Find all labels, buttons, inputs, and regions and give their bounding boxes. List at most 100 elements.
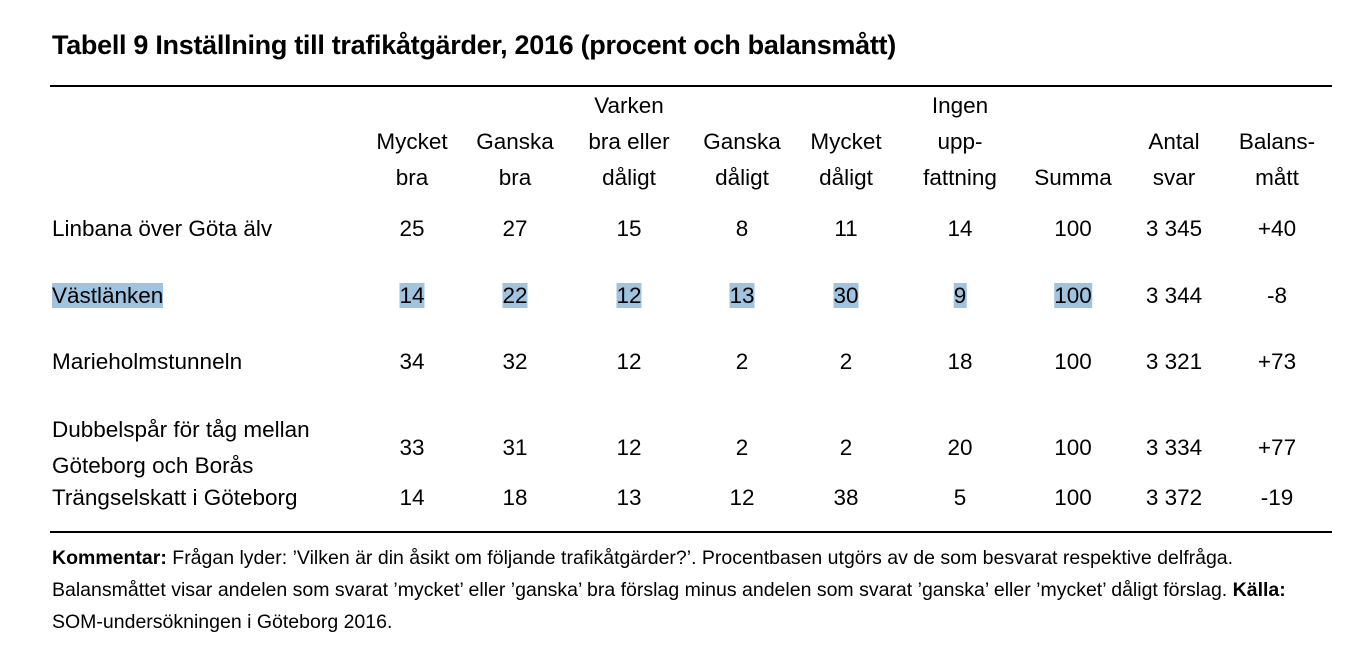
table-comment: Kommentar: Frågan lyder: ’Vilken är din …	[52, 542, 1342, 638]
row-label: Linbana över Göta älv	[52, 211, 272, 247]
cell-value: 12	[729, 485, 755, 510]
table-cell: 2	[736, 430, 749, 466]
cell-value: 3 372	[1145, 485, 1203, 510]
cell-value: 13	[616, 485, 642, 510]
table-cell: 12	[729, 480, 754, 516]
column-header: Mycket	[810, 129, 882, 154]
column-header: bra	[498, 165, 532, 190]
row-label-text: Västlänken	[52, 283, 164, 308]
cell-value: 11	[834, 216, 858, 241]
cell-value: 38	[833, 485, 859, 510]
table-cell: 27	[502, 211, 527, 247]
cell-value: 3 344	[1145, 283, 1203, 308]
cell-value: -8	[1266, 283, 1288, 308]
cell-value: 8	[735, 216, 749, 241]
cell-value: 3 321	[1145, 349, 1203, 374]
row-label-text: Göteborg och Borås	[52, 453, 254, 478]
table-cell: 9	[953, 278, 967, 314]
column-header: svar	[1152, 165, 1196, 190]
column-header: Ingen	[931, 93, 989, 118]
table-cell: 32	[502, 344, 527, 380]
column-header: Summa	[1034, 165, 1112, 190]
column-header: Mycket	[376, 129, 448, 154]
table-cell: 34	[399, 344, 424, 380]
row-label: Västlänken	[52, 278, 164, 314]
table-cell: 2	[736, 344, 749, 380]
table-cell: 5	[954, 480, 967, 516]
row-label-text: Dubbelspår för tåg mellan	[52, 417, 310, 442]
table-cell: 12	[616, 344, 641, 380]
cell-value: 34	[399, 349, 425, 374]
table-cell: 31	[502, 430, 527, 466]
bottom-rule	[50, 531, 1332, 533]
cell-value: 22	[502, 283, 528, 308]
source-text: SOM-undersökningen i Göteborg 2016.	[52, 611, 393, 633]
table-cell: 100	[1054, 480, 1092, 516]
table-cell: +73	[1258, 344, 1296, 380]
cell-value: 100	[1054, 349, 1092, 374]
comment-text: Frågan lyder: ’Vilken är din åsikt om fö…	[52, 547, 1234, 601]
row-label: Göteborg och Borås	[52, 448, 253, 484]
cell-value: +73	[1257, 349, 1297, 374]
table-cell: 12	[616, 278, 642, 314]
table-cell: 14	[947, 211, 972, 247]
table-cell: 3 334	[1146, 430, 1202, 466]
cell-value: 12	[616, 349, 642, 374]
cell-value: 2	[735, 435, 749, 460]
cell-value: 31	[502, 435, 528, 460]
table-cell: 14	[399, 278, 425, 314]
cell-value: 14	[399, 485, 425, 510]
cell-value: 3 345	[1145, 216, 1203, 241]
table-cell: 100	[1054, 344, 1092, 380]
column-header: upp-	[937, 129, 983, 154]
column-header: fattning	[923, 165, 997, 190]
table-cell: 100	[1054, 211, 1092, 247]
cell-value: 9	[953, 283, 967, 308]
table-cell: 33	[399, 430, 424, 466]
table-cell: 3 345	[1146, 211, 1202, 247]
row-label: Dubbelspår för tåg mellan	[52, 412, 310, 448]
cell-value: 12	[616, 435, 642, 460]
column-header: dåligt	[819, 165, 873, 190]
column-header: bra eller	[588, 129, 670, 154]
table-cell: 12	[616, 430, 641, 466]
table-cell: 20	[947, 430, 972, 466]
table-cell: 100	[1054, 430, 1092, 466]
table-cell: 14	[399, 480, 424, 516]
table-cell: 22	[502, 278, 528, 314]
column-header: dåligt	[715, 165, 769, 190]
cell-value: 100	[1054, 283, 1092, 308]
table-cell: 18	[502, 480, 527, 516]
column-header: Varken	[594, 93, 664, 118]
table-cell: 3 372	[1146, 480, 1202, 516]
table-cell: +77	[1258, 430, 1296, 466]
cell-value: 2	[839, 435, 853, 460]
table-cell: 38	[833, 480, 858, 516]
row-label-text: Trängselskatt i Göteborg	[52, 485, 298, 510]
cell-value: 27	[502, 216, 528, 241]
cell-value: 30	[833, 283, 859, 308]
table-cell: 15	[616, 211, 641, 247]
cell-value: 100	[1054, 216, 1092, 241]
table-cell: 11	[834, 211, 857, 247]
cell-value: 100	[1054, 485, 1092, 510]
table-cell: 25	[399, 211, 424, 247]
cell-value: 2	[839, 349, 853, 374]
cell-value: 14	[947, 216, 973, 241]
cell-value: 18	[502, 485, 528, 510]
row-label-text: Linbana över Göta älv	[52, 216, 273, 241]
table-cell: 13	[616, 480, 641, 516]
column-header: bra	[395, 165, 429, 190]
cell-value: 12	[616, 283, 642, 308]
table-title: Tabell 9 Inställning till trafikåtgärder…	[52, 30, 896, 60]
cell-value: 14	[399, 283, 425, 308]
table-cell: -19	[1261, 480, 1294, 516]
table-cell: -8	[1267, 278, 1287, 314]
table-cell: 30	[833, 278, 859, 314]
table-cell: 18	[947, 344, 972, 380]
cell-value: 2	[735, 349, 749, 374]
table-cell: +40	[1258, 211, 1296, 247]
row-label-text: Marieholmstunneln	[52, 349, 243, 374]
column-header: Balans-	[1238, 129, 1316, 154]
cell-value: 5	[953, 485, 967, 510]
